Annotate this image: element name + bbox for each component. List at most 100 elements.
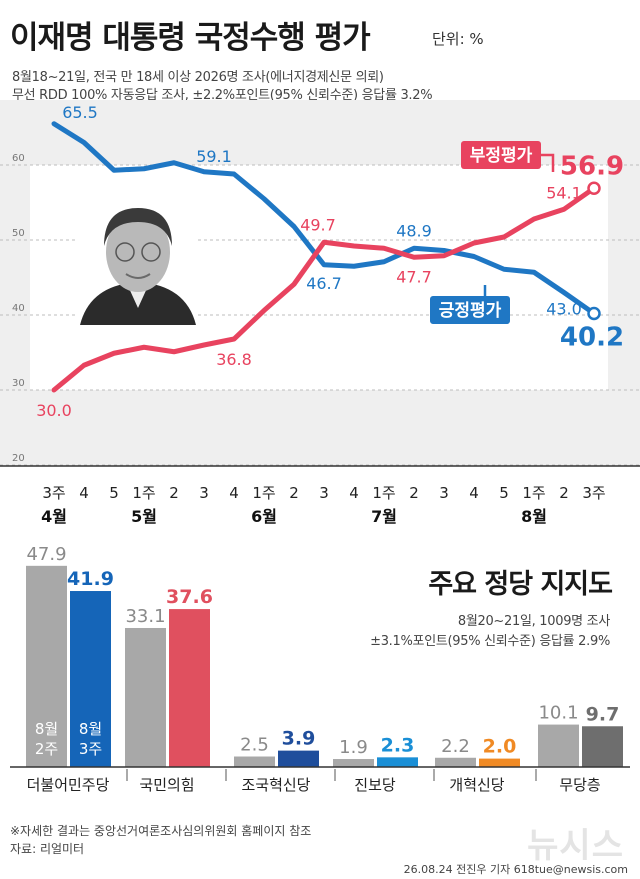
line-data-label: 56.9: [560, 151, 624, 181]
series-name-label: 긍정평가: [439, 301, 502, 321]
credit-line: 26.08.24 전진우 기자 618tue@newsis.com: [403, 863, 628, 876]
line-data-label: 49.7: [300, 215, 336, 234]
x-tick-label: 2: [559, 484, 569, 502]
portrait-hair: [104, 208, 172, 246]
legend-now-line1: 8월: [79, 720, 102, 738]
bar-now-value: 37.6: [166, 586, 213, 608]
x-tick-label: 2: [289, 484, 299, 502]
legend-prev-line1: 8월: [35, 720, 58, 738]
page-title: 이재명 대통령 국정수행 평가: [10, 20, 371, 56]
x-tick-label: 3: [439, 484, 449, 502]
series-name-pointer: [541, 153, 555, 172]
y-tick-label: 50: [12, 228, 25, 239]
bar-prev-value: 2.2: [441, 736, 470, 757]
x-tick-label: 4: [79, 484, 89, 502]
x-tick-label: 1주: [252, 484, 275, 502]
bar-prev-value: 2.5: [240, 735, 269, 756]
portrait-smile: [125, 273, 151, 279]
x-tick-label: 1주: [522, 484, 545, 502]
x-axis: 3주 4 5 1주 2 3 4 1주 2 3 4 1주 2 3 4 5 1주 2 3주 4월 5월 6월 7월 8월: [0, 465, 640, 530]
series-lines: [51, 121, 601, 393]
month-label: 6월: [251, 507, 277, 526]
y-tick-label: 60: [12, 153, 25, 164]
positive-line: [51, 121, 597, 316]
bar-now-value: 2.0: [483, 736, 517, 758]
bar-prev-value: 1.9: [339, 737, 368, 758]
series-name-tag: [430, 296, 510, 324]
x-tick-label: 3주: [582, 484, 605, 502]
negative-line: [51, 185, 597, 393]
x-tick-label: 3주: [42, 484, 65, 502]
line-data-label: 46.7: [306, 274, 342, 293]
survey-info-line2: 무선 RDD 100% 자동응답 조사, ±2.2%포인트(95% 신뢰수준) …: [12, 88, 433, 103]
approval-line-chart: 20 30 40 50 60 65.5 59.1 46.7 48.9 43.0 40.2 30.0 3…: [0, 100, 640, 530]
bar-now-value: 2.3: [381, 734, 415, 756]
month-label: 8월: [521, 507, 547, 526]
bar-now-value: 3.9: [282, 728, 316, 750]
x-tick-label: 1주: [132, 484, 155, 502]
bar-now: [479, 758, 520, 767]
newsis-watermark: 뉴시스: [527, 826, 624, 866]
x-tick-label: 3: [199, 484, 209, 502]
bar-prev: [538, 724, 579, 767]
legend-now-line2: 3주: [79, 740, 102, 758]
x-tick-label: 2: [169, 484, 179, 502]
source-label: 자료: 리얼미터: [10, 842, 85, 856]
party-survey-info-line1: 8월20~21일, 1009명 조사: [457, 614, 610, 629]
president-portrait: [78, 195, 198, 325]
bar-now: [278, 750, 319, 767]
x-axis-band: [0, 466, 640, 530]
party-survey-info-line2: ±3.1%포인트(95% 신뢰수준) 응답률 2.9%: [370, 634, 610, 649]
bar-now: [377, 757, 418, 767]
party-category-label: 더불어민주당: [27, 776, 110, 794]
x-tick-label: 4: [469, 484, 479, 502]
line-data-label: 48.9: [396, 221, 432, 240]
portrait-glasses-left: [115, 242, 135, 262]
bar-prev-value: 47.9: [26, 544, 66, 565]
x-tick-label: 4: [349, 484, 359, 502]
x-tick-label: 4: [229, 484, 239, 502]
party-bar-chart: 47.941.9 더불어민주당 33.137.6 국민의힘 2.5 3.9 조국혁신당 1.9…: [10, 544, 630, 794]
x-tick-label: 5: [499, 484, 509, 502]
bar-prev: [125, 627, 166, 767]
unit-label: 단위: %: [432, 30, 484, 48]
bar-now-value: 41.9: [67, 568, 114, 590]
footnote: ※자세한 결과는 중앙선거여론조사심의위원회 홈페이지 참조: [10, 824, 312, 838]
x-tick-label: 5: [109, 484, 119, 502]
end-point-marker: [587, 181, 601, 195]
bar-prev: [333, 759, 374, 767]
legend-prev-line2: 2주: [35, 740, 58, 758]
bar-now: [169, 609, 210, 767]
party-category-label: 진보당: [354, 776, 396, 794]
bar-prev: [435, 757, 476, 767]
line-data-label: 47.7: [396, 267, 432, 286]
line-data-label: 65.5: [62, 103, 98, 122]
month-label: 4월: [41, 507, 67, 526]
line-data-label: 43.0: [546, 300, 582, 319]
party-chart-title: 주요 정당 지지도: [428, 569, 613, 600]
party-category-label: 조국혁신당: [241, 776, 310, 794]
line-data-label: 54.1: [546, 183, 582, 202]
y-tick-label: 20: [12, 453, 25, 464]
end-point-marker: [587, 306, 601, 321]
month-label: 7월: [371, 507, 397, 526]
x-tick-label: 2: [409, 484, 419, 502]
portrait-glasses-right: [141, 242, 161, 262]
line-data-label: 59.1: [196, 147, 232, 166]
bar-now-value: 9.7: [586, 703, 620, 725]
data-labels: 65.5 59.1 46.7 48.9 43.0 40.2 30.0 36.8 49.7 47.7…: [36, 103, 624, 420]
line-data-label: 40.2: [560, 323, 624, 353]
bar-now: [582, 726, 623, 767]
party-category-label: 무당층: [559, 776, 600, 794]
series-name-tag: [461, 141, 541, 169]
line-data-label: 30.0: [36, 401, 72, 420]
portrait-face: [106, 212, 170, 292]
bar-prev-value: 33.1: [125, 606, 165, 627]
bar-now: [70, 591, 111, 767]
line-data-label: 36.8: [216, 350, 252, 369]
y-tick-label: 40: [12, 303, 25, 314]
month-label: 5월: [131, 507, 157, 526]
y-tick-label: 30: [12, 378, 25, 389]
x-tick-label: 3: [319, 484, 329, 502]
party-bars: 47.941.9 더불어민주당 33.137.6 국민의힘 2.5 3.9 조국혁신당 1.9…: [10, 544, 630, 794]
